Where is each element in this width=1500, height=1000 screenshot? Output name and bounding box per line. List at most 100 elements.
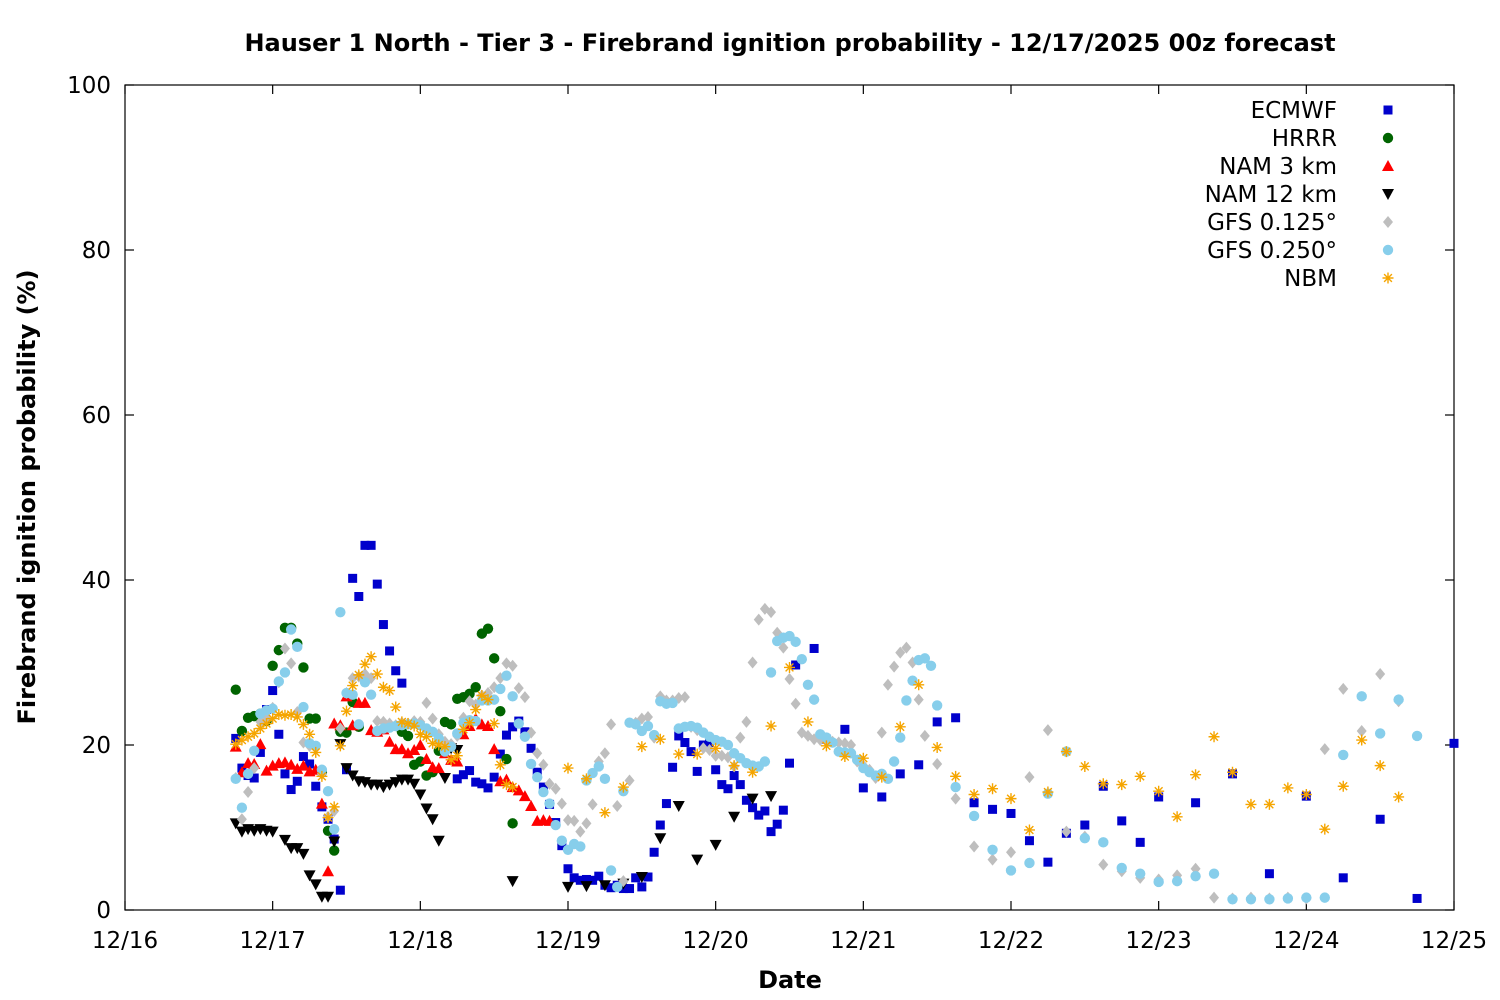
data-point-gfs-0-125: [969, 840, 980, 853]
data-point-nbm: [950, 770, 962, 782]
data-point-nbm: [636, 741, 648, 753]
data-point-ecmwf: [951, 713, 961, 723]
y-axis-label: Firebrand ignition probability (%): [13, 269, 41, 724]
data-point-nam-12-km: [746, 793, 759, 805]
data-point-ecmwf: [692, 766, 702, 776]
data-point-ecmwf: [1024, 836, 1034, 846]
legend-label-hrrr: HRRR: [1272, 126, 1337, 152]
data-point-ecmwf: [1375, 814, 1385, 824]
data-point-nam-12-km: [389, 777, 402, 789]
data-point-gfs-0-125: [1006, 846, 1016, 859]
data-point-nbm: [433, 739, 445, 751]
data-point-ecmwf: [1135, 837, 1145, 847]
data-point-ecmwf: [649, 847, 659, 857]
data-point-ecmwf: [354, 592, 364, 601]
data-point-nam-3-km: [278, 756, 291, 768]
data-point-nbm: [476, 690, 488, 701]
x-tick-label: 12/17: [240, 928, 306, 954]
data-point-nam-3-km: [297, 759, 310, 771]
data-point-nam-12-km: [728, 811, 741, 823]
data-point-nbm: [728, 760, 740, 772]
data-point-gfs-0-250: [895, 732, 906, 743]
data-point-nbm: [1060, 746, 1072, 758]
data-point-ecmwf: [1412, 893, 1422, 903]
legend-marker-hrrr: [1382, 132, 1394, 144]
data-point-gfs-0-125: [279, 642, 290, 655]
data-point-nbm: [987, 783, 999, 795]
data-point-nbm: [1097, 778, 1109, 790]
data-point-nam-12-km: [346, 770, 359, 782]
data-point-nam-3-km: [488, 743, 501, 755]
data-point-nbm: [1116, 779, 1128, 791]
data-point-nbm: [802, 716, 814, 728]
data-points: [229, 540, 1459, 905]
data-point-gfs-0-125: [587, 798, 598, 811]
data-point-ecmwf: [1006, 808, 1016, 818]
data-point-nbm: [482, 694, 494, 706]
data-point-nbm: [1337, 780, 1349, 792]
data-point-gfs-0-125: [901, 641, 912, 654]
data-point-gfs-0-250: [538, 786, 549, 798]
data-point-gfs-0-125: [741, 715, 752, 728]
data-point-hrrr: [507, 818, 518, 829]
data-point-nam-12-km: [377, 782, 390, 794]
data-point-ecmwf: [280, 769, 290, 779]
data-point-nbm: [470, 704, 482, 716]
data-point-gfs-0-250: [310, 740, 321, 752]
data-point-ecmwf: [348, 573, 358, 583]
data-point-gfs-0-250: [353, 719, 365, 730]
data-point-ecmwf: [311, 781, 321, 791]
data-point-ecmwf: [1264, 869, 1274, 879]
data-point-gfs-0-250: [599, 773, 611, 785]
data-point-gfs-0-250: [1153, 876, 1164, 888]
data-point-ecmwf: [378, 620, 388, 630]
data-point-gfs-0-125: [538, 758, 549, 771]
data-point-nam-3-km: [322, 865, 335, 877]
data-point-nbm: [1374, 760, 1386, 772]
data-point-gfs-0-250: [765, 667, 777, 678]
data-point-nbm: [1208, 731, 1220, 743]
data-point-nam-12-km: [691, 854, 704, 866]
data-point-gfs-0-250: [1356, 691, 1367, 702]
x-tick-label: 12/21: [830, 928, 896, 954]
data-point-nam-12-km: [654, 833, 667, 845]
data-point-nbm: [617, 781, 629, 793]
data-point-nbm: [439, 741, 451, 753]
data-point-nbm: [464, 717, 476, 729]
data-point-gfs-0-125: [569, 814, 580, 827]
data-point-ecmwf: [372, 579, 382, 589]
data-point-gfs-0-250: [851, 754, 863, 766]
data-point-ecmwf: [594, 871, 604, 881]
data-point-gfs-0-125: [513, 682, 524, 695]
data-point-gfs-0-125: [753, 613, 764, 626]
data-point-nbm: [654, 733, 666, 745]
data-point-gfs-0-250: [236, 802, 248, 813]
y-tick-label: 100: [67, 73, 111, 99]
data-point-nam-12-km: [266, 826, 279, 838]
data-point-gfs-0-125: [919, 729, 930, 742]
data-point-gfs-0-125: [790, 697, 801, 710]
data-point-ecmwf: [1338, 873, 1348, 883]
data-point-nam-12-km: [278, 834, 291, 846]
data-point-gfs-0-125: [372, 715, 383, 728]
data-point-gfs-0-250: [544, 798, 555, 809]
data-point-ecmwf: [717, 780, 727, 790]
data-point-gfs-0-125: [427, 712, 438, 725]
data-point-nam-12-km: [562, 881, 574, 893]
data-point-nbm: [248, 727, 260, 739]
data-point-ecmwf: [268, 686, 278, 696]
data-point-gfs-0-125: [1356, 724, 1367, 737]
y-tick-label: 40: [82, 568, 111, 594]
data-point-gfs-0-125: [563, 814, 573, 827]
data-point-ecmwf: [680, 738, 690, 748]
data-point-ecmwf: [723, 784, 733, 794]
data-point-ecmwf: [809, 643, 819, 653]
data-point-gfs-0-250: [1411, 730, 1423, 742]
data-point-nbm: [839, 751, 851, 763]
data-point-gfs-0-250: [433, 733, 444, 744]
data-point-nbm: [390, 701, 402, 713]
legend-label-ecmwf: ECMWF: [1251, 98, 1337, 124]
data-point-gfs-0-125: [236, 813, 247, 826]
data-point-gfs-0-250: [1264, 894, 1275, 905]
